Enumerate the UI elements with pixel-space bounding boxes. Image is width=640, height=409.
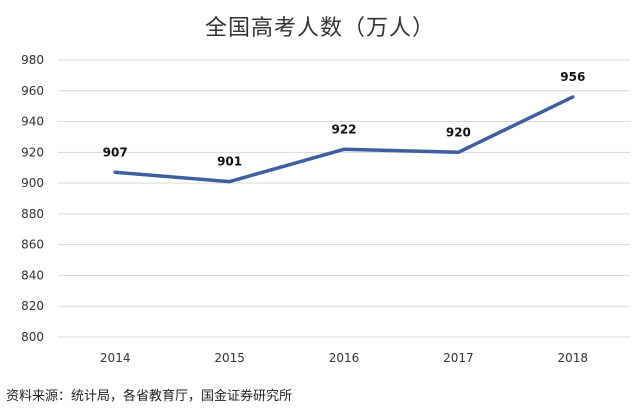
y-tick-label: 960 <box>21 84 44 98</box>
x-tick-label: 2016 <box>329 351 360 365</box>
y-tick-label: 860 <box>21 238 44 252</box>
y-tick-label: 800 <box>21 330 44 344</box>
y-tick-label: 980 <box>21 53 44 67</box>
series-layer <box>113 95 575 184</box>
series-line <box>113 95 575 184</box>
y-tick-label: 840 <box>21 268 44 282</box>
y-tick-label: 900 <box>21 176 44 190</box>
data-label: 907 <box>103 145 128 159</box>
y-tick-label: 920 <box>21 145 44 159</box>
data-label: 956 <box>560 70 585 84</box>
x-tick-label: 2017 <box>443 351 474 365</box>
y-tick-label: 820 <box>21 299 44 313</box>
data-label: 901 <box>217 155 242 169</box>
y-tick-label: 940 <box>21 115 44 129</box>
chart-title: 全国高考人数（万人） <box>204 16 435 41</box>
data-labels: 907 901 922 920 956 <box>103 70 586 169</box>
y-tick-label: 880 <box>21 207 44 221</box>
source-note: 资料来源：统计局，各省教育厅，国金证券研究所 <box>6 389 293 404</box>
x-tick-label: 2014 <box>100 351 131 365</box>
gridlines <box>58 59 630 338</box>
x-tick-label: 2018 <box>558 351 589 365</box>
x-axis-tick-labels: 2014 2015 2016 2017 2018 <box>100 351 588 365</box>
x-tick-label: 2015 <box>214 351 245 365</box>
data-label: 920 <box>446 125 471 139</box>
data-label: 922 <box>331 122 356 136</box>
y-axis-tick-labels: 800 820 840 860 880 900 920 940 960 980 <box>21 53 44 344</box>
